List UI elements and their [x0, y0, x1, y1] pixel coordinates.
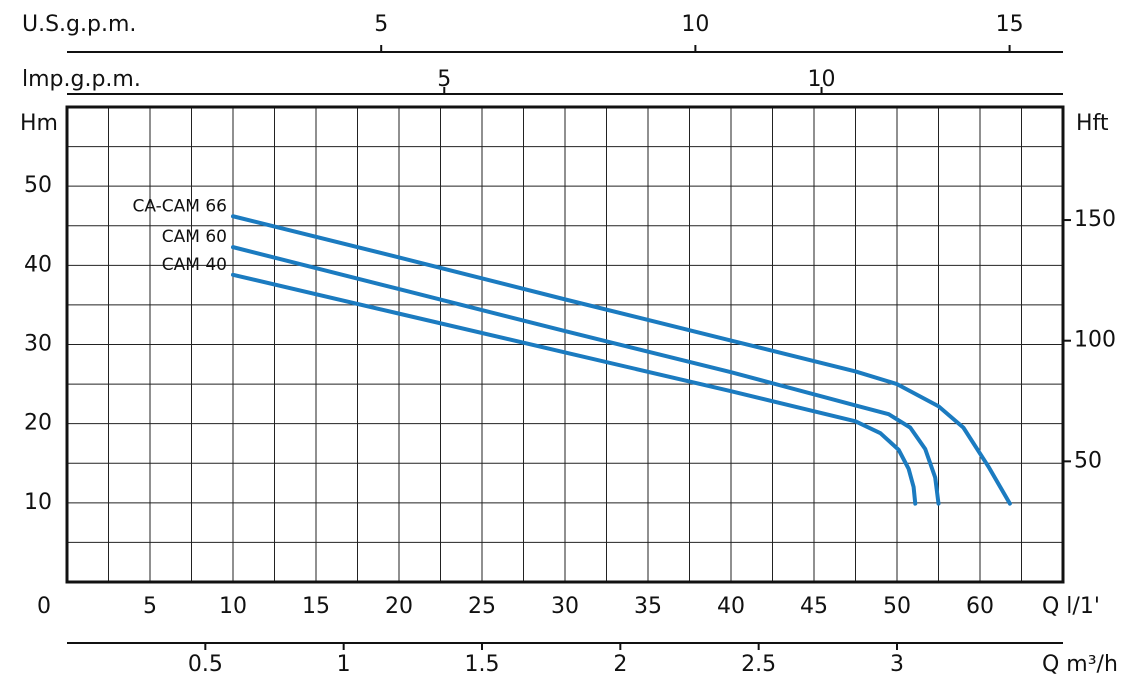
curve — [231, 272, 918, 506]
axis-tick-label: 1 — [337, 652, 351, 677]
y-tick-label: 20 — [24, 411, 52, 436]
x-tick-label: 45 — [800, 594, 828, 619]
axis-tick-label: 3 — [890, 652, 904, 677]
y2-axis-label: Hft — [1076, 111, 1109, 136]
x-axis-label: Q l/1' — [1042, 594, 1100, 619]
axis-tick-label: 2 — [613, 652, 627, 677]
y-tick-label: 10 — [24, 490, 52, 515]
y-axis-label: Hm — [20, 111, 58, 136]
x-tick-label: 35 — [634, 594, 662, 619]
y-tick-label: 30 — [24, 332, 52, 357]
m3h-axis-label: Q m³/h — [1042, 652, 1118, 677]
x-tick-label: 20 — [385, 594, 413, 619]
curve — [231, 245, 941, 506]
plot-frame — [65, 105, 1065, 584]
y-tick-label: 40 — [24, 252, 52, 277]
imp-gpm-label: lmp.g.p.m. — [22, 67, 141, 92]
x-tick-label: 15 — [302, 594, 330, 619]
x-tick-label: 50 — [883, 594, 911, 619]
axis-tick-label: 5 — [374, 12, 388, 37]
axis-tick-label: 10 — [808, 67, 836, 92]
curve — [231, 214, 1012, 506]
x-tick-label: 10 — [219, 594, 247, 619]
axis-tick-label: 15 — [996, 12, 1024, 37]
axis-tick-label: 1.5 — [465, 652, 500, 677]
us-gpm-label: U.S.g.p.m. — [22, 12, 136, 37]
axis-tick-label: 10 — [681, 12, 709, 37]
axis-tick-label: 2.5 — [741, 652, 776, 677]
y2-tick-label: 150 — [1074, 207, 1116, 232]
series-label: CAM 40 — [162, 255, 227, 275]
axis-tick-label: 5 — [437, 67, 451, 92]
x-tick-label: 5 — [143, 594, 157, 619]
x-tick-label: 0 — [37, 594, 51, 619]
x-tick-label: 30 — [551, 594, 579, 619]
x-tick-label: 40 — [717, 594, 745, 619]
series-label: CAM 60 — [162, 227, 227, 247]
x-tick-label: 25 — [468, 594, 496, 619]
series-label: CA-CAM 66 — [133, 196, 227, 216]
x-tick-label: 60 — [966, 594, 994, 619]
axis-tick-label: 0.5 — [188, 652, 223, 677]
y-tick-label: 50 — [24, 173, 52, 198]
y2-tick-label: 100 — [1074, 328, 1116, 353]
y2-tick-label: 50 — [1074, 448, 1102, 473]
